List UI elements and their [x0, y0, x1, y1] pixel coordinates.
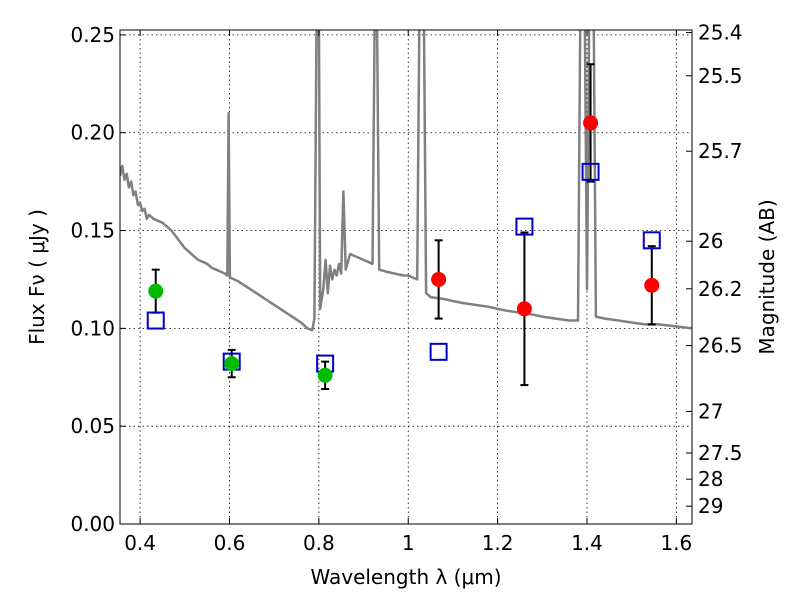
mag-tick-label: 28: [698, 467, 723, 491]
y-tick-label: 0.05: [70, 414, 115, 438]
x-tick-label: 1: [402, 531, 415, 555]
data-point: [516, 301, 532, 317]
x-axis-label: Wavelength λ (μm): [310, 565, 501, 589]
x-tick-label: 1.6: [660, 531, 692, 555]
mag-tick-label: 25.7: [698, 139, 743, 163]
y-tick-label: 0.25: [70, 23, 115, 47]
x-tick-label: 1.4: [571, 531, 603, 555]
grid: [120, 30, 692, 525]
x-tick-label: 1.2: [482, 531, 514, 555]
x-tick-label: 0.8: [303, 531, 335, 555]
mag-tick-label: 27: [698, 399, 723, 423]
y-axis-label-right: Magnitude (AB): [755, 199, 779, 354]
mag-tick-label: 26: [698, 229, 723, 253]
y-tick-label: 0.00: [70, 512, 115, 536]
mag-tick-label: 27.5: [698, 441, 743, 465]
y-tick-label: 0.20: [70, 121, 115, 145]
mag-tick-label: 25.5: [698, 64, 743, 88]
model-spectrum: [120, 30, 692, 332]
mag-tick-label: 26.2: [698, 277, 743, 301]
mag-tick-label: 25.4: [698, 21, 743, 45]
mag-tick-label: 26.5: [698, 334, 743, 358]
spectrum-line: [120, 30, 692, 332]
model-square: [642, 231, 661, 250]
photometry-points: [146, 63, 661, 391]
data-point: [431, 271, 447, 287]
mag-tick-label: 29: [698, 494, 723, 518]
model-square: [429, 342, 448, 361]
data-point: [317, 367, 333, 383]
data-point: [583, 115, 599, 131]
x-tick-label: 0.4: [124, 531, 156, 555]
y-tick-label: 0.10: [70, 316, 115, 340]
model-square: [515, 217, 534, 236]
plot-frame: [119, 29, 693, 525]
model-square: [581, 162, 600, 181]
data-point: [644, 277, 660, 293]
data-point: [224, 356, 240, 372]
data-point: [148, 283, 164, 299]
y-axis-label-left: Flux Fν ( μJy ): [25, 209, 49, 345]
axis-ticks: 0.4 0.6 0.8 1 1.2 1.4 1.6 0.00 0.05 0.10 0.15 0.20 0…: [70, 21, 742, 555]
x-tick-label: 0.6: [214, 531, 246, 555]
model-square: [146, 311, 165, 330]
y-tick-label: 0.15: [70, 219, 115, 243]
